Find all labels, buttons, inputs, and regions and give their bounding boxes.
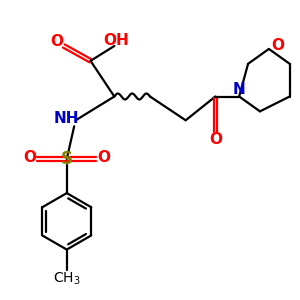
Text: N: N: [233, 82, 245, 98]
Text: O: O: [271, 38, 284, 53]
Text: OH: OH: [103, 32, 129, 47]
Text: CH$_3$: CH$_3$: [53, 271, 81, 287]
Text: O: O: [98, 150, 110, 165]
Text: O: O: [209, 132, 222, 147]
Text: O: O: [23, 150, 36, 165]
Text: NH: NH: [54, 111, 80, 126]
Text: O: O: [50, 34, 63, 49]
Text: S: S: [61, 150, 73, 168]
